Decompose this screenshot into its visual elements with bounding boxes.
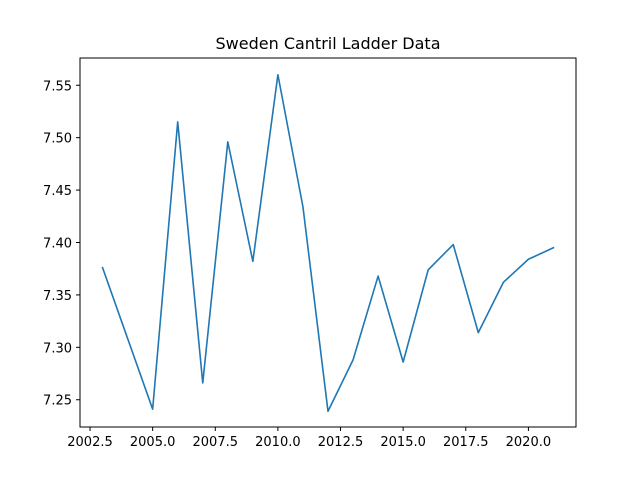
y-tick-label: 7.45 [43, 184, 72, 199]
x-tick-label: 2002.5 [67, 435, 113, 450]
y-tick-label: 7.30 [43, 341, 72, 356]
x-tick-label: 2015.0 [380, 435, 426, 450]
x-tick-label: 2020.0 [506, 435, 552, 450]
x-tick-label: 2010.0 [255, 435, 301, 450]
axes-layer: 2002.5 2005.0 2007.5 2010.0 2012.5 2015.0 2017… [43, 79, 551, 450]
x-tick-label: 2005.0 [130, 435, 176, 450]
y-tick-label: 7.35 [43, 289, 72, 304]
chart-title: Sweden Cantril Ladder Data [216, 34, 441, 53]
plot-area-frame [79, 57, 577, 428]
x-tick-label: 2012.5 [318, 435, 364, 450]
y-tick-label: 7.40 [43, 237, 72, 252]
y-tick-label: 7.55 [43, 79, 72, 94]
y-tick-label: 7.50 [43, 132, 72, 147]
y-tick-label: 7.25 [43, 394, 72, 409]
x-tick-label: 2007.5 [193, 435, 239, 450]
series-line [101, 73, 555, 413]
series-layer [101, 73, 555, 413]
x-tick-label: 2017.5 [443, 435, 489, 450]
